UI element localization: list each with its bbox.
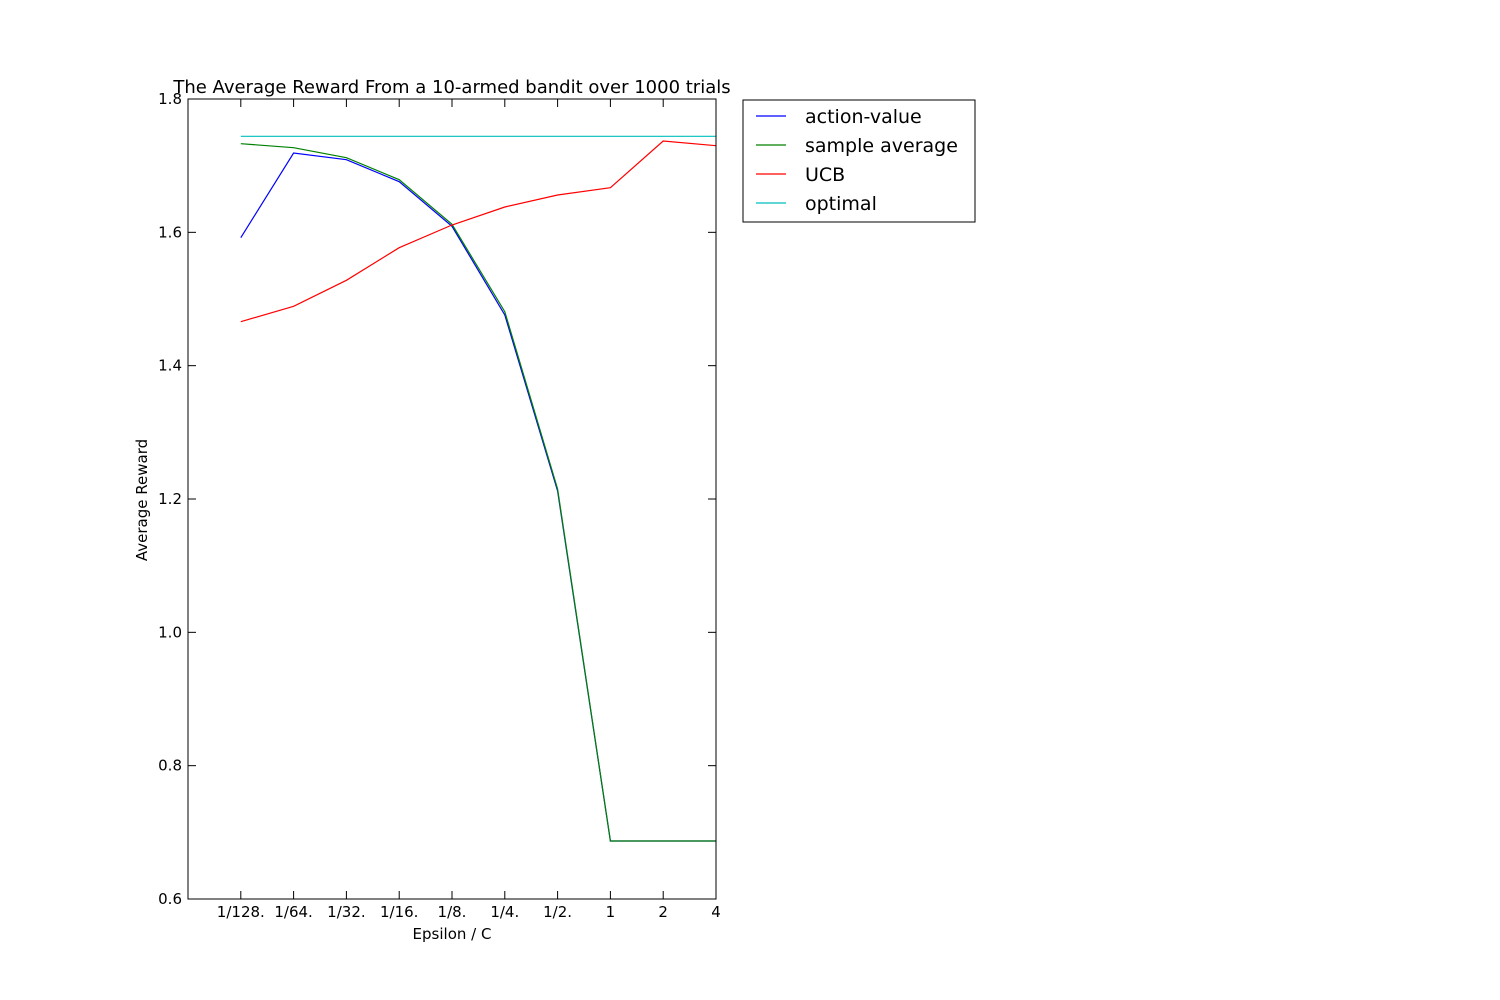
series-lines	[240, 135, 717, 842]
legend-box	[742, 99, 976, 223]
x-tick-label: 2	[658, 903, 668, 921]
legend-label: action-value	[805, 106, 922, 128]
y-tick-label: 0.8	[158, 757, 182, 775]
plot-frame	[187, 98, 717, 900]
y-tick-label: 0.6	[158, 890, 182, 908]
x-tick-label: 1/4.	[490, 903, 519, 921]
y-tick-label: 1.4	[158, 357, 182, 375]
series-line-UCB	[240, 140, 717, 323]
y-tick-label: 1.6	[158, 223, 182, 241]
chart-title: The Average Reward From a 10-armed bandi…	[172, 77, 730, 98]
y-axis: 0.6 0.8 1.0 1.2 1.4 1.6 1.8	[158, 90, 716, 908]
x-axis-label: Epsilon / C	[413, 925, 492, 943]
y-tick-label: 1.8	[158, 90, 182, 108]
series-line-action-value	[240, 152, 716, 842]
series-line-sample-average	[240, 143, 716, 842]
x-tick-label: 1/2.	[543, 903, 572, 921]
legend-label: optimal	[805, 193, 877, 215]
legend-label: sample average	[805, 135, 958, 157]
x-tick-label: 1/32.	[327, 903, 365, 921]
x-tick-label: 4	[711, 903, 721, 921]
y-axis-label: Average Reward	[133, 439, 151, 561]
legend-label: UCB	[805, 164, 845, 186]
y-tick-label: 1.2	[158, 490, 182, 508]
x-tick-label: 1/16.	[380, 903, 418, 921]
x-tick-label: 1/64.	[274, 903, 312, 921]
x-tick-label: 1	[606, 903, 616, 921]
x-tick-label: 1/8.	[438, 903, 467, 921]
legend: action-value sample average UCB optimal	[742, 99, 976, 223]
x-axis: 1/128. 1/64. 1/32. 1/16. 1/8. 1/4. 1/2. 1 2 4	[217, 99, 721, 921]
x-tick-label: 1/128.	[217, 903, 265, 921]
y-tick-label: 1.0	[158, 623, 182, 641]
